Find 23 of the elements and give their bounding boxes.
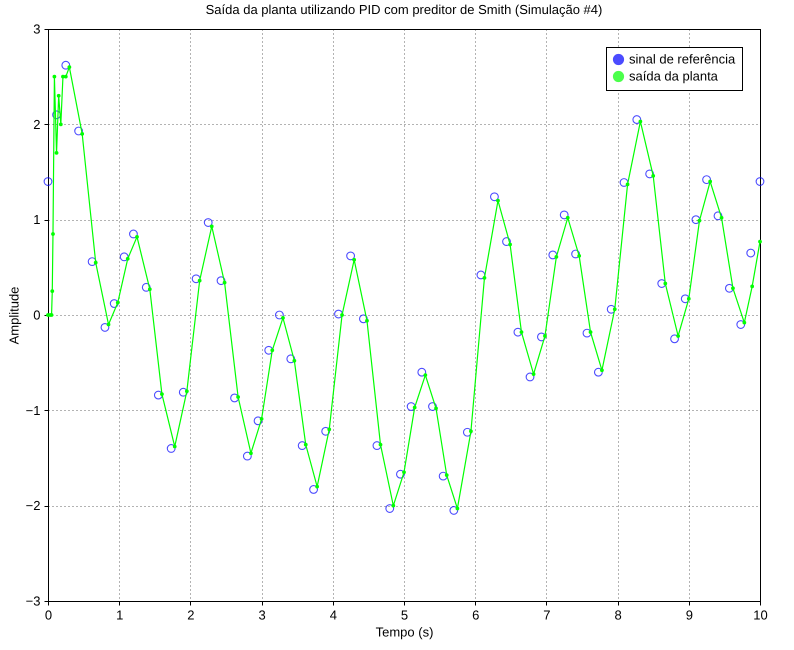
y-tick-label: 3 bbox=[33, 22, 40, 36]
x-tick-label: 2 bbox=[187, 608, 195, 622]
legend-label: sinal de referência bbox=[629, 52, 736, 66]
x-tick-label: 0 bbox=[44, 608, 52, 622]
y-tick-label: −3 bbox=[26, 594, 40, 608]
y-tick-label: −2 bbox=[26, 498, 40, 514]
x-tick-label: 8 bbox=[614, 608, 622, 622]
x-tick-label: 7 bbox=[543, 608, 551, 622]
x-tick-label: 4 bbox=[330, 608, 337, 622]
x-tick-label: 10 bbox=[753, 608, 768, 622]
y-tick-label: 1 bbox=[33, 212, 40, 228]
x-tick-label: 3 bbox=[258, 608, 266, 622]
y-tick-label: 0 bbox=[33, 308, 40, 322]
y-tick-label: 2 bbox=[33, 116, 40, 132]
legend-label: saída da planta bbox=[629, 68, 719, 84]
x-axis-title: Tempo (s) bbox=[376, 624, 434, 640]
x-tick-label: 1 bbox=[116, 608, 124, 622]
x-tick-label: 5 bbox=[400, 608, 408, 622]
x-tick-label: 9 bbox=[686, 608, 693, 622]
x-tick-label: 6 bbox=[472, 608, 480, 622]
y-axis-title: Amplitude bbox=[6, 286, 22, 344]
y-tick-label: −1 bbox=[26, 402, 40, 418]
chart-title: Saída da planta utilizando PID com preditor de Smith (Simulação #4) bbox=[206, 2, 602, 17]
